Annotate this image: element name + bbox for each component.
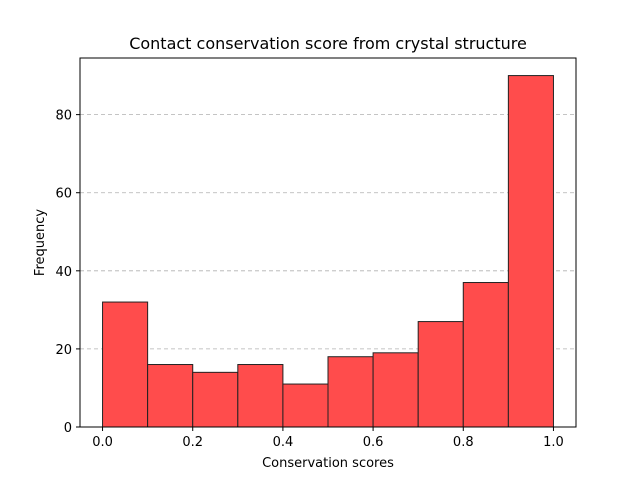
y-tick-label-2: 40 bbox=[55, 265, 72, 280]
bar-8 bbox=[462, 282, 509, 428]
x-axis-ticks: 0.0 0.2 0.4 0.6 0.8 1.0 bbox=[92, 427, 564, 450]
y-tick-label-0: 0 bbox=[64, 421, 72, 436]
x-axis-label: Conservation scores bbox=[262, 456, 394, 471]
bar-9 bbox=[507, 75, 554, 428]
histogram-bars bbox=[102, 75, 554, 428]
bar-7 bbox=[417, 321, 464, 428]
x-tick-label-5: 1.0 bbox=[543, 435, 564, 450]
x-tick-label-2: 0.4 bbox=[273, 435, 294, 450]
y-axis-label: Frequency bbox=[33, 209, 48, 276]
x-tick-label-3: 0.6 bbox=[363, 435, 384, 450]
y-tick-label-1: 20 bbox=[55, 343, 72, 358]
bar-6 bbox=[372, 352, 419, 428]
bar-2 bbox=[192, 371, 239, 428]
y-tick-label-4: 80 bbox=[55, 109, 72, 124]
x-tick-label-0: 0.0 bbox=[92, 435, 113, 450]
bar-5 bbox=[327, 356, 374, 428]
bar-1 bbox=[147, 364, 194, 428]
plot-frame bbox=[79, 57, 577, 428]
x-tick-label-1: 0.2 bbox=[182, 435, 203, 450]
bar-3 bbox=[237, 364, 284, 428]
bar-0 bbox=[102, 301, 149, 428]
bar-4 bbox=[282, 383, 329, 428]
x-tick-label-4: 0.8 bbox=[453, 435, 474, 450]
y-axis-ticks: 0 20 40 60 80 bbox=[55, 109, 80, 436]
y-tick-label-3: 60 bbox=[55, 187, 72, 202]
chart-title: Contact conservation score from crystal … bbox=[129, 34, 527, 53]
